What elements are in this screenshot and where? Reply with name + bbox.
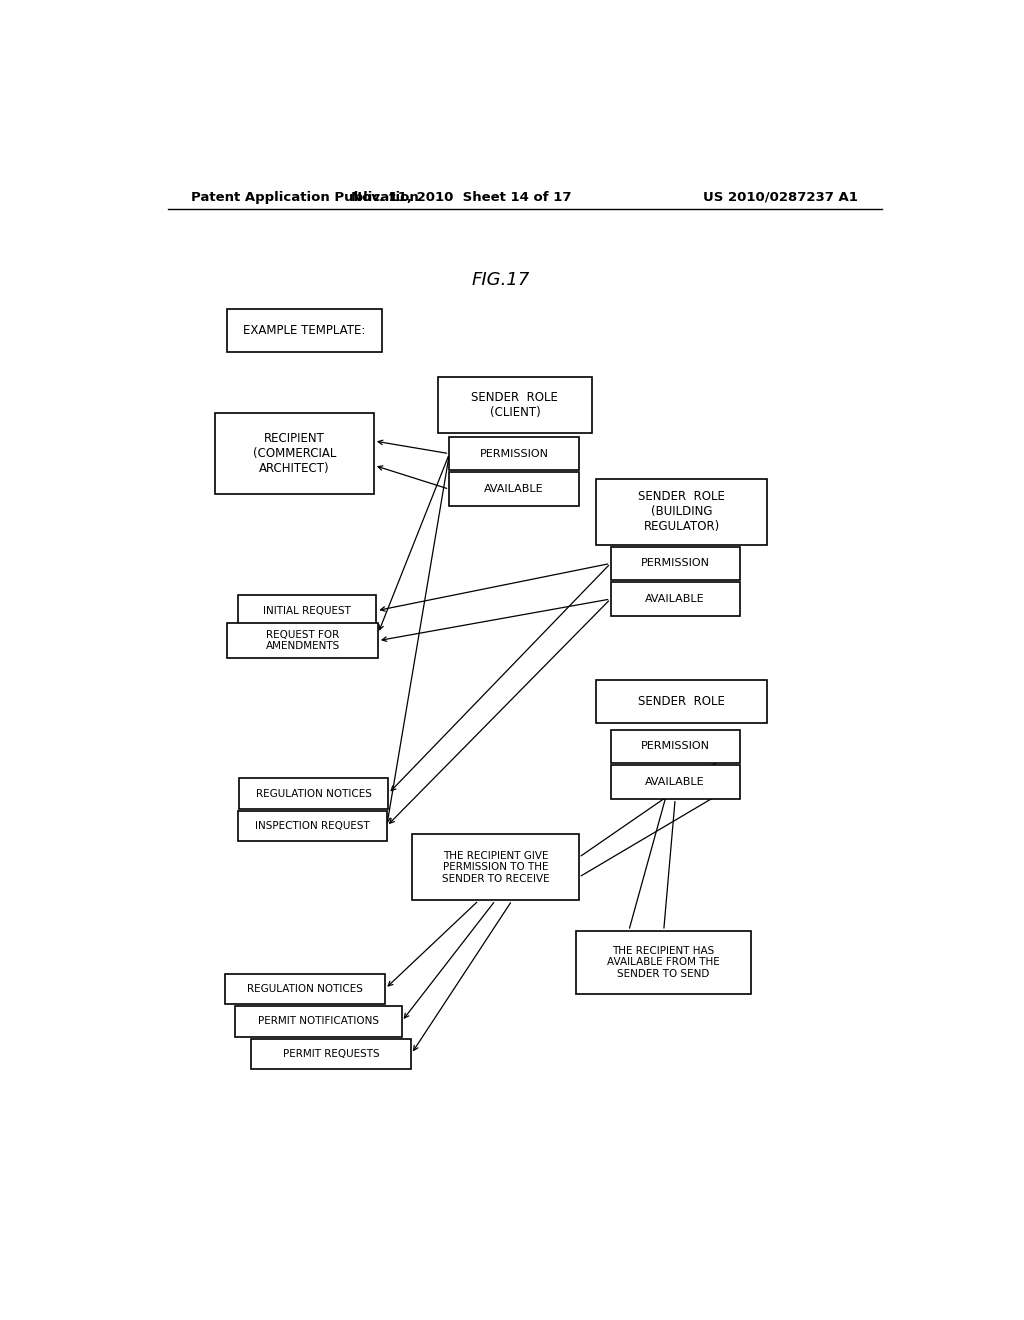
Text: AVAILABLE: AVAILABLE: [645, 594, 705, 605]
Text: THE RECIPIENT HAS
AVAILABLE FROM THE
SENDER TO SEND: THE RECIPIENT HAS AVAILABLE FROM THE SEN…: [607, 945, 720, 979]
Text: REGULATION NOTICES: REGULATION NOTICES: [256, 788, 372, 799]
FancyBboxPatch shape: [450, 437, 579, 470]
FancyBboxPatch shape: [610, 766, 740, 799]
Text: SENDER  ROLE
(CLIENT): SENDER ROLE (CLIENT): [471, 391, 558, 418]
FancyBboxPatch shape: [238, 810, 387, 841]
Text: RECIPIENT
(COMMERCIAL
ARCHITECT): RECIPIENT (COMMERCIAL ARCHITECT): [253, 432, 336, 475]
Text: PERMISSION: PERMISSION: [479, 449, 549, 458]
Text: THE RECIPIENT GIVE
PERMISSION TO THE
SENDER TO RECEIVE: THE RECIPIENT GIVE PERMISSION TO THE SEN…: [441, 850, 549, 884]
FancyBboxPatch shape: [577, 931, 751, 994]
FancyBboxPatch shape: [225, 974, 385, 1005]
FancyBboxPatch shape: [251, 1039, 412, 1069]
Text: FIG.17: FIG.17: [472, 272, 530, 289]
FancyBboxPatch shape: [437, 378, 592, 433]
Text: PERMIT REQUESTS: PERMIT REQUESTS: [283, 1049, 380, 1059]
Text: INSPECTION REQUEST: INSPECTION REQUEST: [255, 821, 370, 832]
FancyBboxPatch shape: [596, 680, 767, 722]
Text: INITIAL REQUEST: INITIAL REQUEST: [263, 606, 351, 615]
Text: SENDER  ROLE
(BUILDING
REGULATOR): SENDER ROLE (BUILDING REGULATOR): [638, 490, 725, 533]
FancyBboxPatch shape: [450, 473, 579, 506]
Text: AVAILABLE: AVAILABLE: [645, 777, 705, 787]
Text: SENDER  ROLE: SENDER ROLE: [638, 694, 725, 708]
FancyBboxPatch shape: [236, 1006, 401, 1036]
FancyBboxPatch shape: [227, 623, 378, 659]
FancyBboxPatch shape: [238, 595, 377, 626]
FancyBboxPatch shape: [215, 412, 374, 494]
FancyBboxPatch shape: [412, 834, 579, 900]
FancyBboxPatch shape: [596, 479, 767, 545]
Text: PERMISSION: PERMISSION: [641, 558, 710, 569]
Text: Nov. 11, 2010  Sheet 14 of 17: Nov. 11, 2010 Sheet 14 of 17: [351, 190, 571, 203]
FancyBboxPatch shape: [610, 730, 740, 763]
FancyBboxPatch shape: [227, 309, 382, 351]
FancyBboxPatch shape: [240, 779, 388, 809]
Text: EXAMPLE TEMPLATE:: EXAMPLE TEMPLATE:: [244, 323, 366, 337]
Text: REQUEST FOR
AMENDMENTS: REQUEST FOR AMENDMENTS: [265, 630, 340, 652]
Text: PERMISSION: PERMISSION: [641, 742, 710, 751]
Text: Patent Application Publication: Patent Application Publication: [191, 190, 419, 203]
Text: US 2010/0287237 A1: US 2010/0287237 A1: [703, 190, 858, 203]
Text: PERMIT NOTIFICATIONS: PERMIT NOTIFICATIONS: [258, 1016, 379, 1027]
Text: AVAILABLE: AVAILABLE: [484, 484, 544, 494]
FancyBboxPatch shape: [610, 546, 740, 581]
Text: REGULATION NOTICES: REGULATION NOTICES: [247, 983, 362, 994]
FancyBboxPatch shape: [610, 582, 740, 615]
